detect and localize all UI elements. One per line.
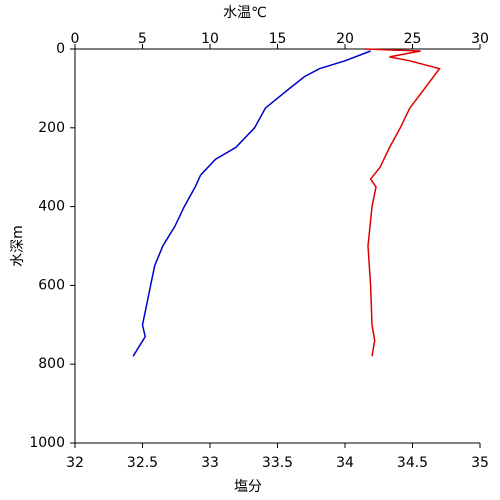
x2-tick-label: 15 <box>269 31 287 47</box>
x2-tick-label: 20 <box>336 31 354 47</box>
x2-tick-label: 30 <box>471 31 489 47</box>
x-tick-label: 32 <box>66 455 84 471</box>
x-tick-label: 33 <box>201 455 219 471</box>
y-tick-label: 200 <box>38 120 65 136</box>
profile-line <box>132 50 371 357</box>
y-tick-label: 1000 <box>29 435 65 451</box>
x-tick-label: 34 <box>336 455 354 471</box>
x-tick-label: 35 <box>471 455 489 471</box>
x2-axis-title: 水温℃ <box>223 5 267 21</box>
y-tick-label: 800 <box>38 356 65 372</box>
y-tick-label: 400 <box>38 199 65 215</box>
y-tick-label: 0 <box>56 41 65 57</box>
profile-line <box>365 48 441 357</box>
y-tick-label: 600 <box>38 277 65 293</box>
x-tick-label: 34.5 <box>397 455 428 471</box>
x-tick-label: 32.5 <box>127 455 158 471</box>
x2-tick-label: 0 <box>71 31 80 47</box>
x-axis-title: 塩分 <box>234 479 262 495</box>
x2-tick-label: 10 <box>201 31 219 47</box>
x-tick-label: 33.5 <box>262 455 293 471</box>
y-axis-title: 水深m <box>10 225 26 267</box>
x2-tick-label: 25 <box>404 31 422 47</box>
x2-tick-label: 5 <box>138 31 147 47</box>
